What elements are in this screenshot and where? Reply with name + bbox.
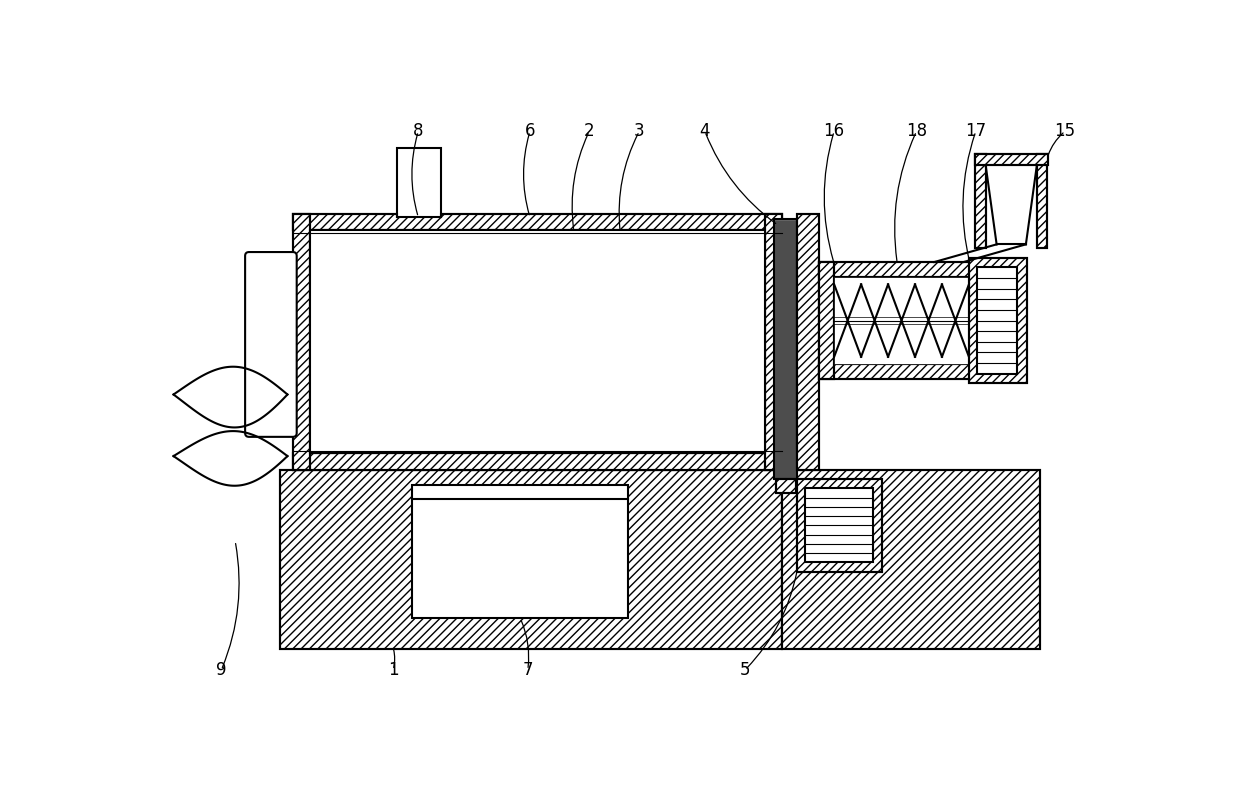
Text: 17: 17 xyxy=(965,122,986,141)
Bar xyxy=(293,453,781,470)
Bar xyxy=(797,479,882,571)
Bar xyxy=(293,214,310,470)
Bar xyxy=(781,470,1040,648)
Bar xyxy=(797,214,818,470)
Bar xyxy=(280,470,781,648)
Bar xyxy=(293,214,781,231)
Bar xyxy=(293,453,781,470)
FancyBboxPatch shape xyxy=(246,252,296,436)
Bar xyxy=(818,262,1012,277)
Bar xyxy=(975,155,1048,165)
Bar xyxy=(280,470,781,648)
Bar xyxy=(781,470,1040,648)
Bar xyxy=(818,262,835,379)
Bar xyxy=(293,214,781,231)
Bar xyxy=(818,262,1012,277)
Bar xyxy=(818,363,1012,379)
Bar xyxy=(805,488,873,562)
Bar xyxy=(249,256,293,433)
Text: 16: 16 xyxy=(823,122,844,141)
Bar xyxy=(797,256,811,448)
Bar xyxy=(818,262,835,379)
Text: 6: 6 xyxy=(525,122,536,141)
Bar xyxy=(818,363,1012,379)
Bar xyxy=(797,214,818,470)
Text: 1: 1 xyxy=(388,661,398,679)
Text: 7: 7 xyxy=(522,661,533,679)
Bar xyxy=(397,148,441,217)
Bar xyxy=(310,231,765,453)
Bar xyxy=(1037,155,1048,248)
Bar xyxy=(797,479,882,571)
Text: 18: 18 xyxy=(906,122,928,141)
Bar xyxy=(968,258,1027,383)
Bar xyxy=(776,479,796,493)
Text: 4: 4 xyxy=(699,122,711,141)
Bar xyxy=(774,219,797,479)
Bar xyxy=(975,155,986,248)
Bar xyxy=(835,277,972,363)
Bar xyxy=(765,214,781,470)
Text: 5: 5 xyxy=(739,661,750,679)
Bar xyxy=(765,214,781,470)
Bar xyxy=(412,485,627,618)
Bar xyxy=(293,214,310,470)
Bar xyxy=(975,155,1048,165)
Text: 2: 2 xyxy=(584,122,595,141)
Text: 9: 9 xyxy=(216,661,227,679)
Text: 8: 8 xyxy=(413,122,424,141)
Text: 3: 3 xyxy=(634,122,645,141)
Bar xyxy=(1037,155,1048,248)
Bar xyxy=(975,155,986,248)
Bar xyxy=(977,268,1017,374)
Bar xyxy=(968,258,1027,383)
Bar xyxy=(776,479,796,493)
Text: 15: 15 xyxy=(1054,122,1076,141)
